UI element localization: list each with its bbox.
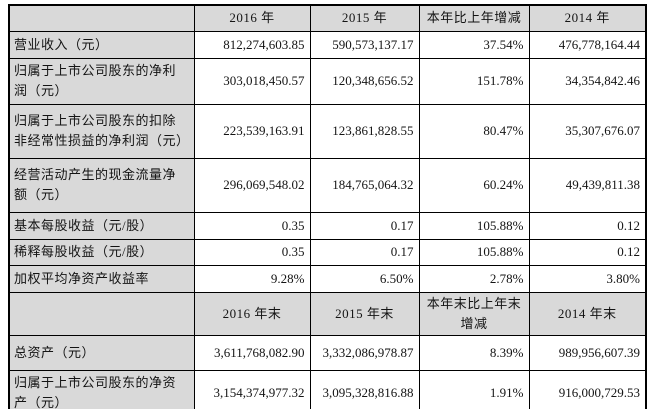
value-change: 151.78% xyxy=(418,57,530,105)
value-2014: 35,307,676.07 xyxy=(528,103,647,159)
table-row-operating-cash-flow: 经营活动产生的现金流量净 额（元） 296,069,548.02 184,765… xyxy=(8,157,647,213)
value-2014: 3.80% xyxy=(528,264,647,293)
key-financials-table: 2016 年 2015 年 本年比上年增减 2014 年 营业收入（元） 812… xyxy=(8,4,647,409)
col-header-year-end-change: 本年末比上年末 增减 xyxy=(418,291,530,336)
value-change: 80.47% xyxy=(418,103,530,159)
value-change: 105.88% xyxy=(418,238,530,266)
value-2014: 34,354,842.46 xyxy=(528,57,647,105)
annual-header-row: 2016 年 2015 年 本年比上年增减 2014 年 xyxy=(8,4,647,32)
col-header-yoy-change: 本年比上年增减 xyxy=(418,4,530,32)
value-2016: 9.28% xyxy=(193,264,311,293)
row-label: 基本每股收益（元/股） xyxy=(8,211,195,240)
row-label: 归属于上市公司股东的扣除 非经常性损益的净利润（元） xyxy=(8,103,195,159)
value-2014: 916,000,729.53 xyxy=(528,369,647,409)
value-change: 2.78% xyxy=(418,264,530,293)
row-label: 营业收入（元） xyxy=(8,30,195,59)
row-label: 稀释每股收益（元/股） xyxy=(8,238,195,266)
value-2015: 6.50% xyxy=(309,264,420,293)
col-header-2015-year-end: 2015 年末 xyxy=(309,291,420,336)
value-2016: 303,018,450.57 xyxy=(193,57,311,105)
value-2014: 0.12 xyxy=(528,238,647,266)
col-header-2014: 2014 年 xyxy=(528,4,647,32)
year-end-header-row: 2016 年末 2015 年末 本年末比上年末 增减 2014 年末 xyxy=(8,291,647,336)
corner-blank-cell xyxy=(8,291,195,336)
col-header-2016: 2016 年 xyxy=(193,4,311,32)
value-2016: 0.35 xyxy=(193,238,311,266)
value-2015: 590,573,137.17 xyxy=(309,30,420,59)
value-2015: 0.17 xyxy=(309,211,420,240)
table-row-net-profit: 归属于上市公司股东的净利 润（元） 303,018,450.57 120,348… xyxy=(8,57,647,105)
value-2015: 3,095,328,816.88 xyxy=(309,369,420,409)
value-2016: 812,274,603.85 xyxy=(193,30,311,59)
value-2016: 296,069,548.02 xyxy=(193,157,311,213)
table-row-weighted-avg-roe: 加权平均净资产收益率 9.28% 6.50% 2.78% 3.80% xyxy=(8,264,647,293)
value-2014: 989,956,607.39 xyxy=(528,334,647,371)
table-row-total-assets: 总资产（元） 3,611,768,082.90 3,332,086,978.87… xyxy=(8,334,647,371)
table-row-diluted-eps: 稀释每股收益（元/股） 0.35 0.17 105.88% 0.12 xyxy=(8,238,647,266)
value-change: 1.91% xyxy=(418,369,530,409)
value-2016: 3,154,374,977.32 xyxy=(193,369,311,409)
value-2015: 120,348,656.52 xyxy=(309,57,420,105)
value-change: 37.54% xyxy=(418,30,530,59)
table-row-basic-eps: 基本每股收益（元/股） 0.35 0.17 105.88% 0.12 xyxy=(8,211,647,240)
value-change: 8.39% xyxy=(418,334,530,371)
row-label: 归属于上市公司股东的净利 润（元） xyxy=(8,57,195,105)
value-2016: 3,611,768,082.90 xyxy=(193,334,311,371)
row-label: 经营活动产生的现金流量净 额（元） xyxy=(8,157,195,213)
table-row-net-assets: 归属于上市公司股东的净资 产（元） 3,154,374,977.32 3,095… xyxy=(8,369,647,409)
table-row-revenue: 营业收入（元） 812,274,603.85 590,573,137.17 37… xyxy=(8,30,647,59)
col-header-2016-year-end: 2016 年末 xyxy=(193,291,311,336)
value-2015: 123,861,828.55 xyxy=(309,103,420,159)
value-2014: 49,439,811.38 xyxy=(528,157,647,213)
value-2014: 0.12 xyxy=(528,211,647,240)
row-label: 总资产（元） xyxy=(8,334,195,371)
value-2016: 223,539,163.91 xyxy=(193,103,311,159)
value-2015: 3,332,086,978.87 xyxy=(309,334,420,371)
value-2015: 184,765,064.32 xyxy=(309,157,420,213)
row-label: 归属于上市公司股东的净资 产（元） xyxy=(8,369,195,409)
col-header-2015: 2015 年 xyxy=(309,4,420,32)
value-change: 60.24% xyxy=(418,157,530,213)
table-row-net-profit-excl-nonrecurring: 归属于上市公司股东的扣除 非经常性损益的净利润（元） 223,539,163.9… xyxy=(8,103,647,159)
value-2015: 0.17 xyxy=(309,238,420,266)
value-2014: 476,778,164.44 xyxy=(528,30,647,59)
row-label: 加权平均净资产收益率 xyxy=(8,264,195,293)
value-change: 105.88% xyxy=(418,211,530,240)
col-header-2014-year-end: 2014 年末 xyxy=(528,291,647,336)
value-2016: 0.35 xyxy=(193,211,311,240)
corner-blank-cell xyxy=(8,4,195,32)
